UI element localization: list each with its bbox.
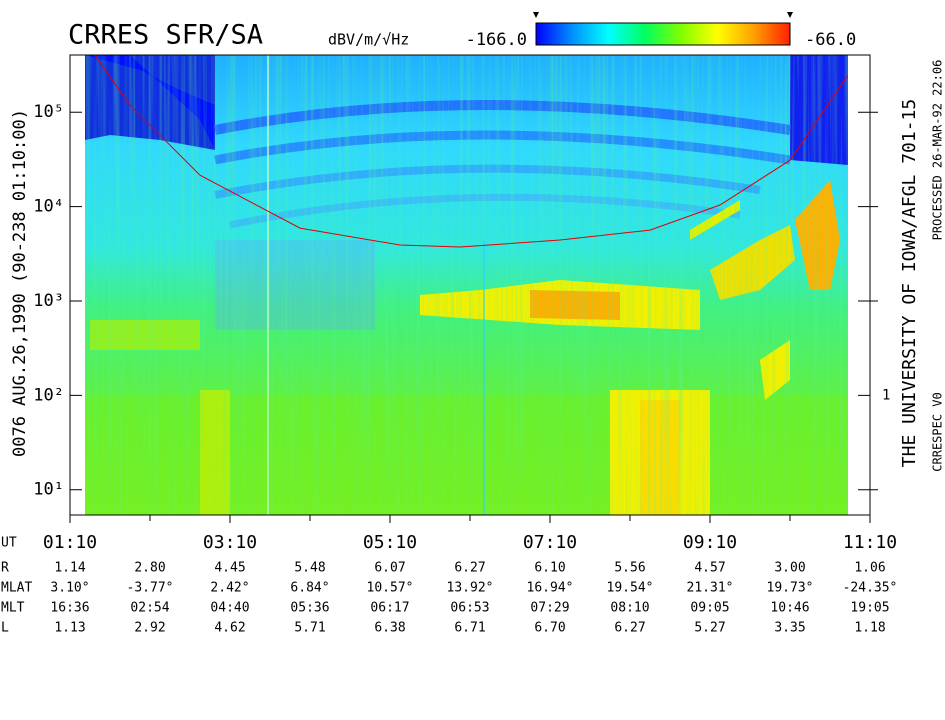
row-value: 4.45 xyxy=(214,561,245,576)
row-value: 13.92° xyxy=(447,581,494,596)
right-label: PROCESSED 26-MAR-92 22:06 xyxy=(931,60,945,241)
colorbar xyxy=(535,22,791,46)
cyclotron-line xyxy=(94,55,848,248)
row-value: 5.56 xyxy=(614,561,645,576)
row-value: 6.38 xyxy=(374,621,405,636)
row-value: 2.42° xyxy=(210,581,249,596)
row-value: 1.14 xyxy=(54,561,85,576)
row-value: 6.71 xyxy=(454,621,485,636)
row-value: 5.71 xyxy=(294,621,325,636)
row-value: 02:54 xyxy=(130,601,169,616)
row-value: 6.70 xyxy=(534,621,565,636)
row-label: MLAT xyxy=(1,581,32,596)
row-value: 6.10 xyxy=(534,561,565,576)
row-value: 6.27 xyxy=(614,621,645,636)
row-value: 4.62 xyxy=(214,621,245,636)
row-value: 07:29 xyxy=(530,601,569,616)
left-label: 0076 AUG.26,1990 (90-238 01:10:00) xyxy=(10,109,30,457)
x-tick-label: 01:10 xyxy=(43,532,97,553)
row-value: 5.48 xyxy=(294,561,325,576)
row-label: UT xyxy=(1,536,17,551)
right-label: THE UNIVERSITY OF IOWA/AFGL 701-15 xyxy=(899,99,920,467)
colorbar-marker xyxy=(533,12,539,18)
colorbar-min: -166.0 xyxy=(466,30,527,50)
row-value: 10:46 xyxy=(770,601,809,616)
row-value: 5.27 xyxy=(694,621,725,636)
x-tick-label: 07:10 xyxy=(523,532,577,553)
row-value: 19.54° xyxy=(607,581,654,596)
row-value: 09:05 xyxy=(690,601,729,616)
row-value: 6.07 xyxy=(374,561,405,576)
colorbar-marker xyxy=(787,12,793,18)
colorbar-unit: dBV/m/√Hz xyxy=(328,31,409,49)
row-value: 16.94° xyxy=(527,581,574,596)
row-value: 06:17 xyxy=(370,601,409,616)
row-value: 4.57 xyxy=(694,561,725,576)
x-tick-label: 11:10 xyxy=(843,532,897,553)
row-value: 08:10 xyxy=(610,601,649,616)
row-label: MLT xyxy=(1,601,25,616)
row-label: R xyxy=(1,561,9,576)
row-value: 6.84° xyxy=(290,581,329,596)
x-tick-label: 03:10 xyxy=(203,532,257,553)
row-value: 21.31° xyxy=(687,581,734,596)
row-value: 1.18 xyxy=(854,621,885,636)
x-tick-label: 09:10 xyxy=(683,532,737,553)
row-value: 2.92 xyxy=(134,621,165,636)
row-value: 19:05 xyxy=(850,601,889,616)
right-label: CRRESPEC V0 xyxy=(931,392,945,471)
y-tick-label: 10¹ xyxy=(33,480,64,500)
x-tick-label: 05:10 xyxy=(363,532,417,553)
y-tick-label: 10⁴ xyxy=(33,197,64,217)
row-value: 04:40 xyxy=(210,601,249,616)
colorbar-max: -66.0 xyxy=(805,30,856,50)
row-value: 16:36 xyxy=(50,601,89,616)
row-value: 3.35 xyxy=(774,621,805,636)
y2-tick-label: 1 xyxy=(882,387,890,403)
row-value: 10.57° xyxy=(367,581,414,596)
y-tick-label: 10³ xyxy=(33,291,64,311)
row-value: 19.73° xyxy=(767,581,814,596)
row-value: 6.27 xyxy=(454,561,485,576)
row-value: 05:36 xyxy=(290,601,329,616)
row-value: 3.00 xyxy=(774,561,805,576)
row-value: 06:53 xyxy=(450,601,489,616)
y-tick-label: 10⁵ xyxy=(33,102,64,122)
row-value: 2.80 xyxy=(134,561,165,576)
title: CRRES SFR/SA xyxy=(68,20,263,51)
row-value: 3.10° xyxy=(50,581,89,596)
row-value: 1.06 xyxy=(854,561,885,576)
row-label: L xyxy=(1,621,9,636)
row-value: -24.35° xyxy=(843,581,898,596)
row-value: 1.13 xyxy=(54,621,85,636)
row-value: -3.77° xyxy=(127,581,174,596)
y-tick-label: 10² xyxy=(33,385,64,405)
spectrogram xyxy=(85,55,848,515)
